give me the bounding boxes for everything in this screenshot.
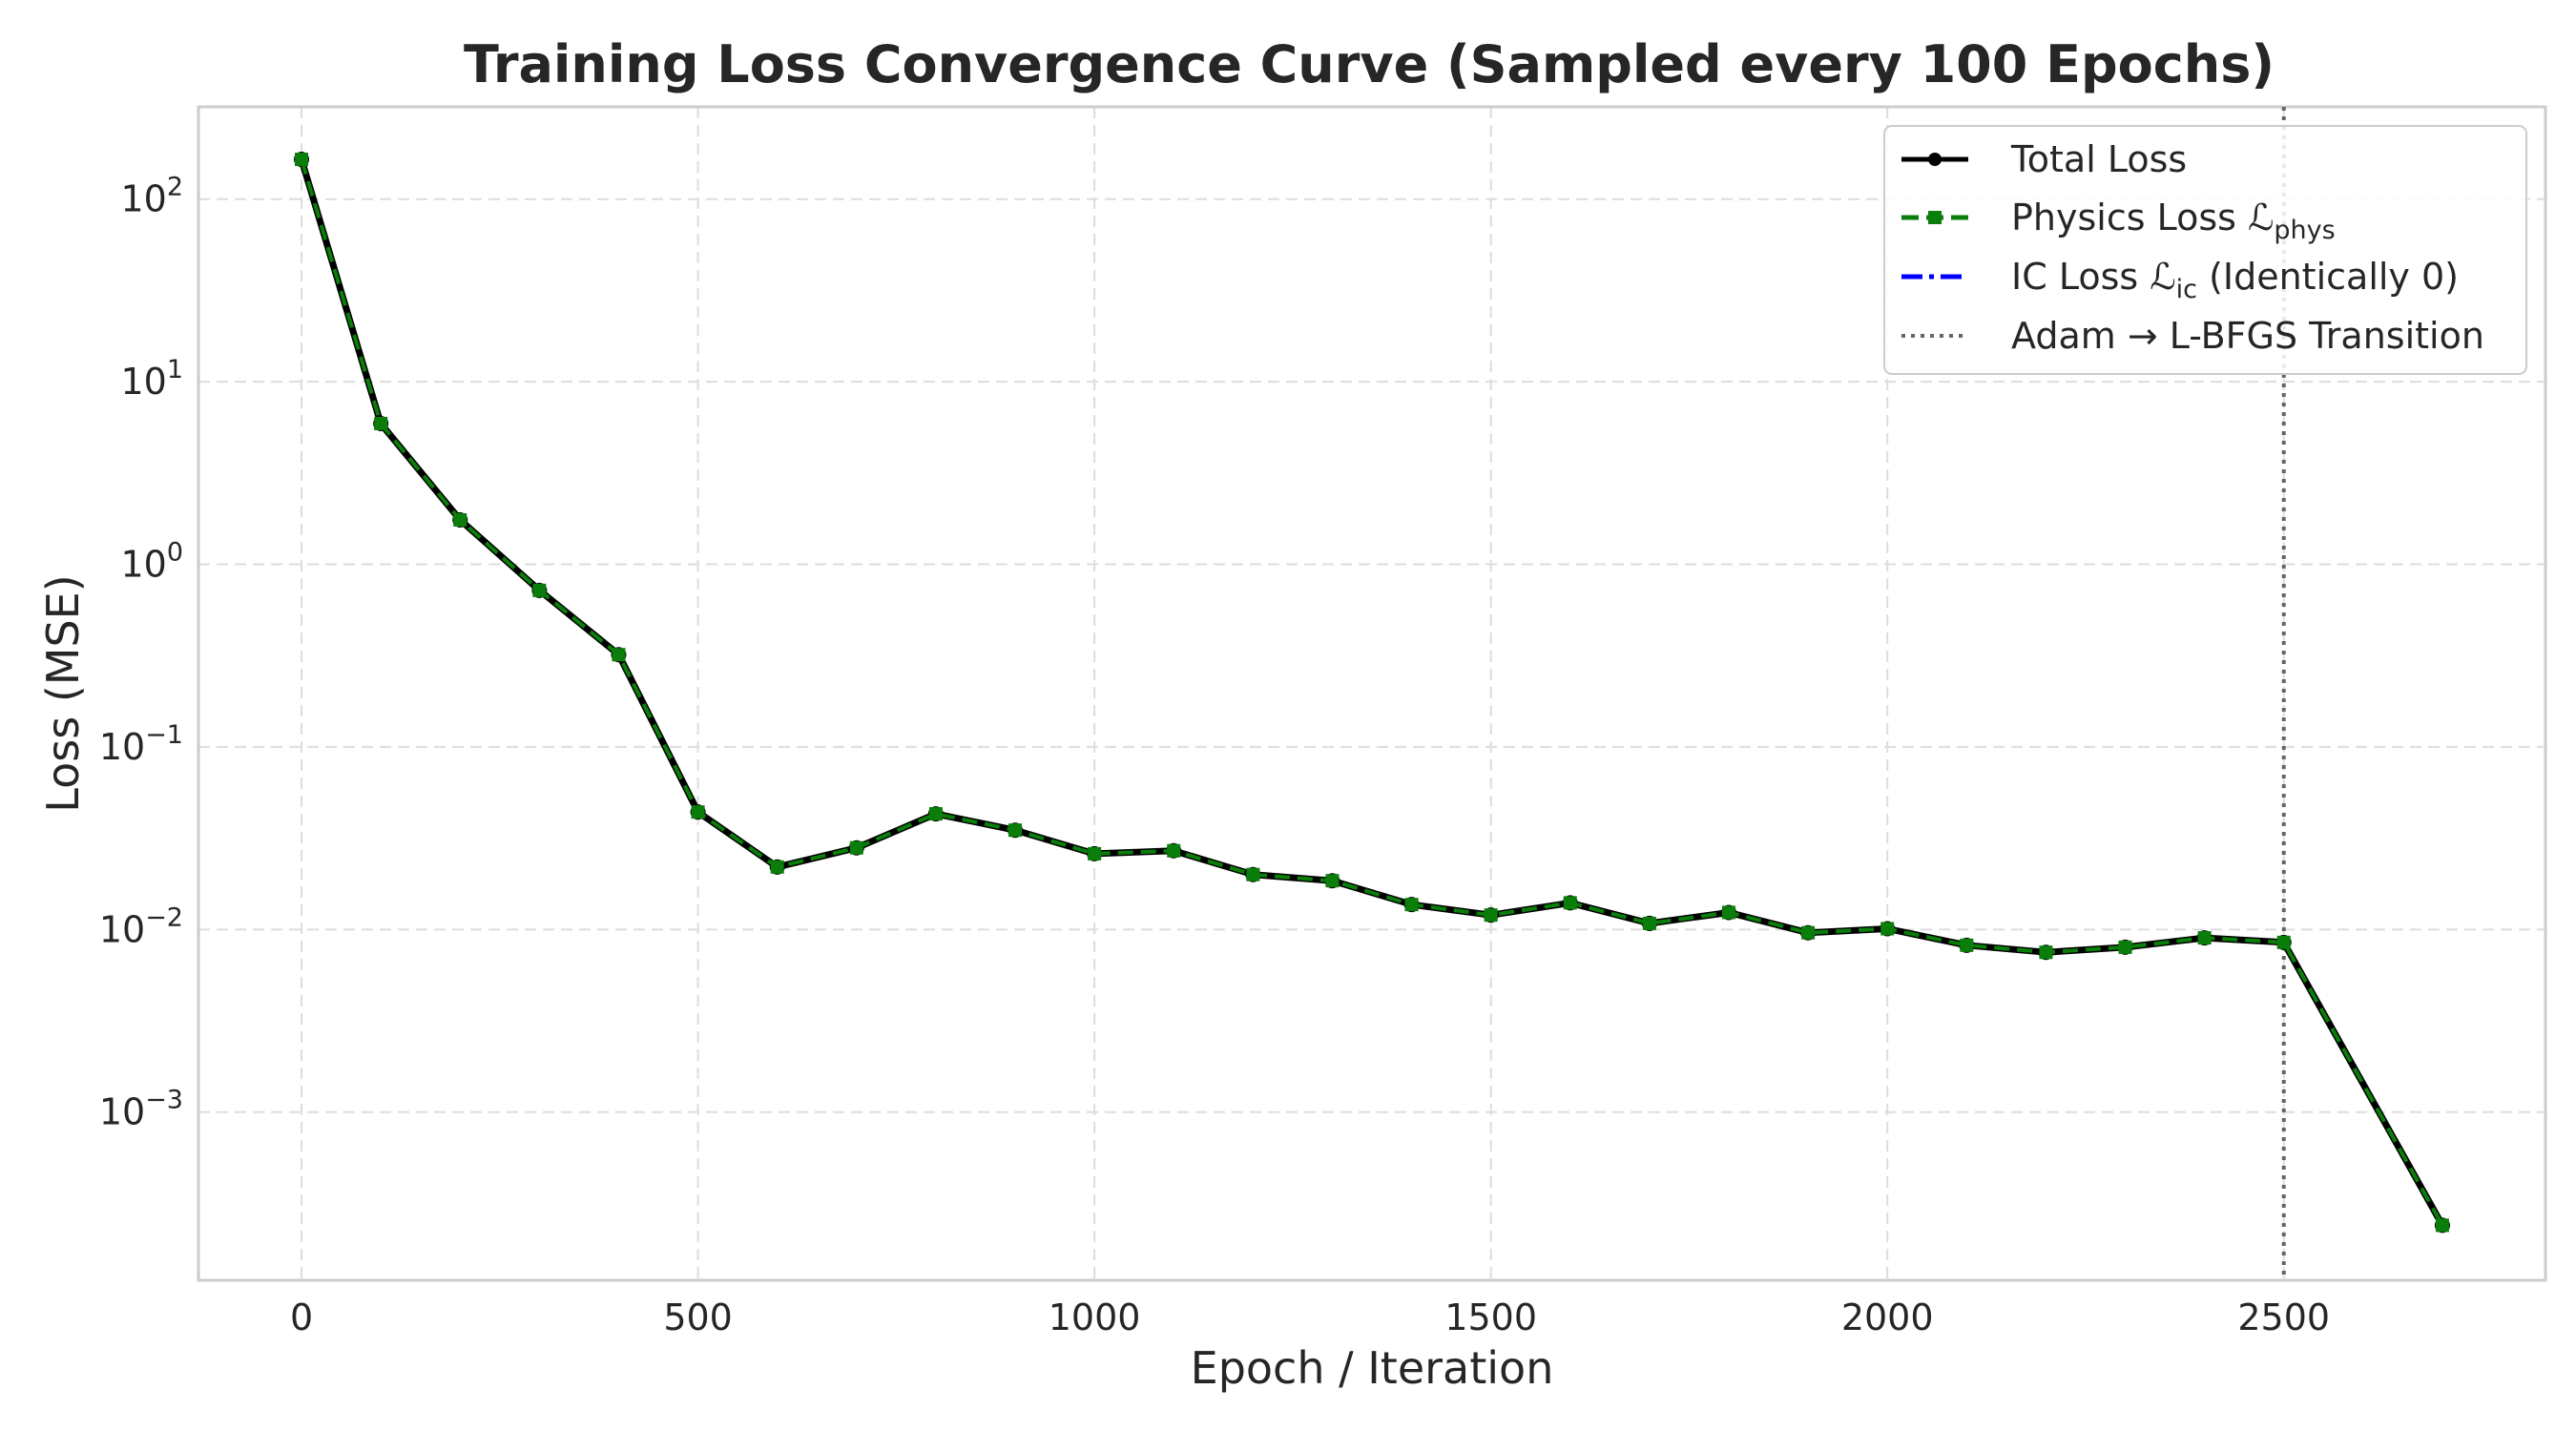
legend-label-transition: Adam → L-BFGS Transition	[2011, 315, 2484, 357]
x-tick-label: 2500	[2237, 1296, 2330, 1338]
legend-box	[1883, 125, 2527, 375]
physics-loss-point	[2276, 935, 2291, 949]
physics-loss-point	[532, 583, 547, 597]
legend-item-ic-loss: IC Loss ℒic (Identically 0)	[1901, 256, 2459, 304]
chart-title: Training Loss Convergence Curve (Sampled…	[464, 34, 2275, 94]
y-tick-label: 10−3	[99, 1086, 183, 1133]
physics-loss-point	[1880, 922, 1895, 936]
x-tick-label: 2000	[1841, 1296, 1934, 1338]
physics-loss-point	[1801, 925, 1816, 940]
physics-loss-point	[1325, 874, 1340, 888]
physics-loss-point	[374, 416, 388, 430]
legend-label-physics-loss: Physics Loss ℒphys	[2011, 197, 2336, 245]
physics-loss-point	[1721, 905, 1735, 920]
physics-loss-point	[770, 860, 784, 874]
physics-loss-point	[1246, 867, 1260, 881]
physics-loss-point	[1404, 898, 1419, 912]
x-tick-label: 1500	[1444, 1296, 1537, 1338]
physics-loss-point	[1642, 916, 1656, 930]
physics-loss-point	[849, 840, 863, 855]
y-tick-label: 102	[120, 173, 183, 220]
legend-marker-physics-loss	[1928, 211, 1942, 224]
y-tick-label: 101	[120, 355, 183, 403]
physics-loss-point	[295, 153, 309, 167]
physics-loss-point	[1484, 908, 1498, 923]
legend-item-total-loss: Total Loss	[1901, 138, 2187, 180]
physics-loss-point	[2197, 931, 2212, 945]
y-tick-label: 10−1	[99, 720, 183, 768]
legend-label-ic-loss: IC Loss ℒic (Identically 0)	[2011, 256, 2459, 304]
y-tick-label: 100	[120, 538, 183, 586]
x-axis-label: Epoch / Iteration	[1191, 1342, 1554, 1394]
physics-loss-point	[2435, 1218, 2449, 1233]
legend-label-total-loss: Total Loss	[2010, 138, 2187, 180]
x-tick-label: 500	[663, 1296, 733, 1338]
physics-loss-point	[1088, 846, 1102, 861]
legend-marker-total-loss	[1928, 153, 1942, 166]
legend: Total Loss Physics Loss ℒphys IC Loss ℒi…	[1883, 125, 2527, 375]
legend-item-physics-loss: Physics Loss ℒphys	[1901, 197, 2336, 245]
y-tick-labels: 102 101 100 10−1 10−2 10−3	[99, 173, 183, 1133]
physics-loss-point	[1960, 938, 1974, 952]
gridlines	[198, 107, 2545, 1280]
physics-loss-point	[691, 805, 705, 819]
x-tick-labels: 0 500 1000 1500 2000 2500	[290, 1296, 2330, 1338]
y-tick-label: 10−2	[99, 902, 183, 950]
physics-loss-point	[928, 807, 943, 821]
physics-loss-point	[453, 512, 467, 527]
physics-loss-point	[1008, 823, 1023, 838]
y-axis-label: Loss (MSE)	[37, 574, 89, 812]
series-layer	[294, 152, 2450, 1234]
x-tick-label: 1000	[1049, 1296, 1141, 1338]
physics-loss-point	[1563, 896, 1577, 910]
physics-loss-point	[612, 648, 626, 662]
physics-loss-point	[1167, 843, 1181, 858]
legend-item-transition: Adam → L-BFGS Transition	[1901, 315, 2484, 357]
x-tick-label: 0	[290, 1296, 313, 1338]
plot-area	[197, 105, 2547, 1282]
axes-frame	[197, 105, 2547, 1282]
physics-loss-point	[2118, 940, 2132, 954]
physics-loss-point	[2039, 945, 2053, 960]
